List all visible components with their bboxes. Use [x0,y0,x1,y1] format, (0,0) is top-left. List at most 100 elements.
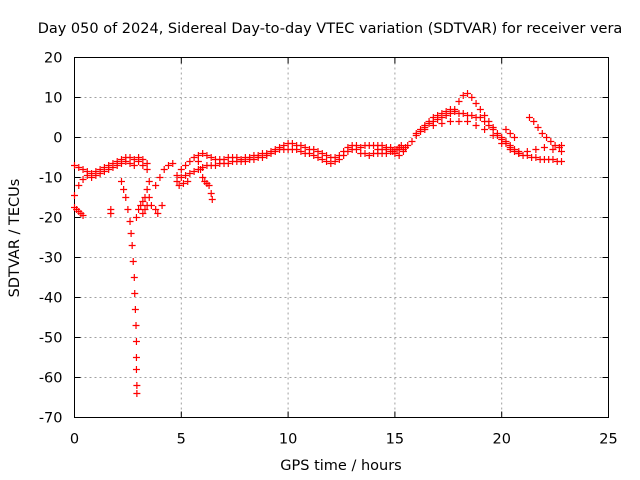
data-point [197,166,205,173]
data-point [446,118,454,125]
data-point [143,186,151,193]
data-point [131,290,139,297]
data-point [137,202,145,209]
data-point [164,162,172,169]
data-point [402,144,410,151]
data-point [258,154,266,161]
data-point [506,130,514,137]
data-point [139,162,147,169]
data-point [455,118,463,125]
data-point [412,130,420,137]
data-point [525,114,533,121]
data-point [468,94,476,101]
x-tick-label: 0 [70,432,79,448]
x-tick-label: 25 [599,432,617,448]
data-point [147,202,155,209]
data-point [132,214,140,221]
data-points [71,90,566,397]
data-point [523,148,531,155]
data-point [498,140,506,147]
data-point [293,146,301,153]
data-point [75,164,83,171]
chart-title: Day 050 of 2024, Sidereal Day-to-day VTE… [38,21,623,37]
data-point [297,148,305,155]
data-point [126,154,134,161]
series-track-dip-2 [132,160,177,221]
x-tick-label: 10 [279,432,297,448]
data-point [515,150,523,157]
data-point [152,182,160,189]
data-point [250,156,258,163]
data-point [425,118,433,125]
data-point [305,150,313,157]
data-point [511,134,519,141]
data-point [175,182,183,189]
data-point [530,118,538,125]
data-point [177,174,185,181]
series-track-late-c [421,118,566,157]
data-point [481,118,489,125]
data-point [540,144,548,151]
data-point [442,108,450,115]
data-point [145,178,153,185]
data-point [100,164,108,171]
data-point [211,162,219,169]
data-point [310,146,318,153]
axis-ticks [74,57,609,418]
data-point [323,152,331,159]
data-point [190,154,198,161]
data-point [124,206,132,213]
data-point [173,178,181,185]
data-point [224,160,232,167]
data-point [154,210,162,217]
series-track-mid-a [173,140,395,179]
data-point [476,106,484,113]
data-point [79,166,87,173]
data-point [205,182,213,189]
data-point [179,180,187,187]
data-point [297,142,305,149]
series-track-late-a [404,90,523,155]
data-point [139,156,147,163]
data-point [558,158,566,165]
data-point [267,150,275,157]
y-tick-label: -10 [39,171,63,187]
data-point [132,366,140,373]
data-point [429,122,437,129]
data-point [263,152,271,159]
data-point [71,162,78,169]
data-point [133,390,141,397]
data-point [434,112,442,119]
series-track-dip [117,178,141,397]
data-point [127,230,135,237]
data-point [481,126,489,133]
data-point [122,194,130,201]
data-point [532,154,540,161]
data-point [331,158,339,165]
data-point [117,178,125,185]
data-point [135,206,143,213]
data-point [126,160,134,167]
data-point [133,382,141,389]
y-tick-label: 0 [53,131,62,147]
data-point [135,154,143,161]
series-track-mid-b [173,146,407,185]
series-track-early-upper [71,154,151,177]
data-point [472,122,480,129]
data-point [208,196,216,203]
data-point [128,242,136,249]
data-point [551,142,559,149]
data-point [130,274,138,281]
series-track-early-low [71,204,115,219]
data-point [199,150,207,157]
x-tick-label: 20 [492,432,510,448]
data-point [340,152,348,159]
series-track-late-d [374,142,410,159]
data-point [130,162,138,169]
data-point [173,172,181,179]
data-point [88,170,96,177]
data-point [389,148,397,155]
y-tick-label: -40 [39,291,63,307]
data-point [323,158,331,165]
data-point [92,168,100,175]
